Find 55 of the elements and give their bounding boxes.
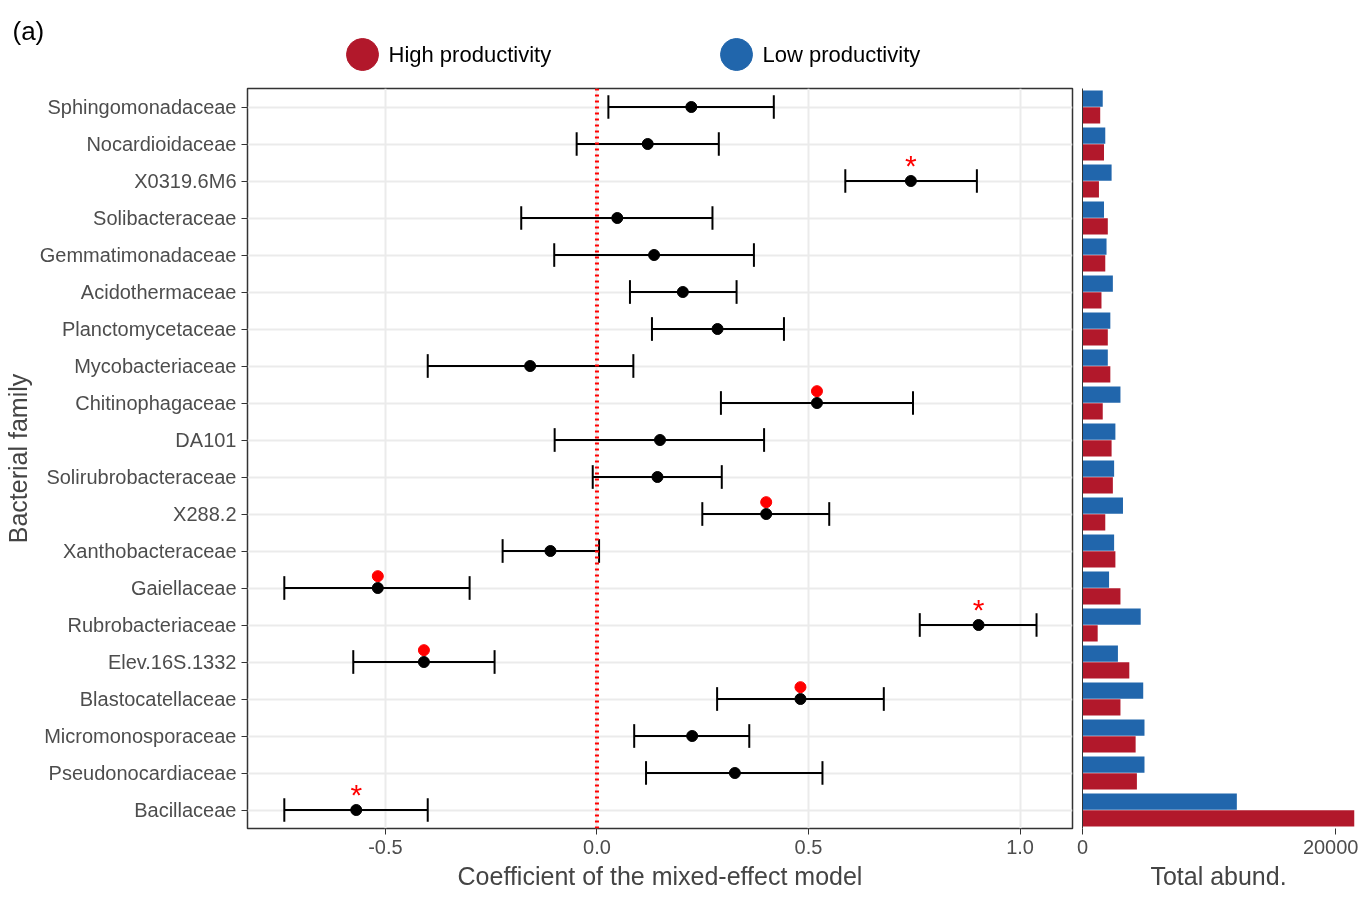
point: [760, 508, 773, 520]
point: [611, 212, 624, 224]
point: [350, 804, 363, 816]
x-tick-label: 0: [1076, 835, 1089, 858]
point: [685, 101, 698, 113]
x-tick-label: 0.0: [583, 835, 611, 858]
point: [810, 397, 823, 409]
x-tick-label: 1.0: [1006, 835, 1034, 858]
legend-label: Low productivity: [762, 42, 921, 67]
point: [651, 471, 664, 483]
point: [641, 138, 654, 150]
y-tick-label: Gaiellaceae: [130, 577, 237, 599]
annotation: *: [905, 148, 918, 182]
point: [904, 175, 917, 187]
y-tick-label: Sphingomonadaceae: [47, 96, 237, 118]
y-tick-label: Solirubrobacteraceae: [46, 466, 237, 488]
point: [686, 730, 699, 742]
point: [711, 323, 724, 335]
x-axis-title: Coefficient of the mixed-effect model: [457, 861, 863, 890]
x-axis-title: Total abund.: [1150, 861, 1287, 890]
legend-label: High productivity: [388, 42, 552, 67]
annotation: *: [350, 777, 363, 811]
point: [371, 582, 384, 594]
point: [676, 286, 689, 298]
y-tick-label: Planctomycetaceae: [61, 318, 237, 340]
y-tick-label: Bacillaceae: [134, 799, 237, 821]
y-tick-label: Blastocatellaceae: [79, 688, 237, 710]
y-tick-label: Micromonosporaceae: [44, 725, 237, 747]
x-tick-label: -0.5: [368, 835, 403, 858]
y-tick-label: Acidothermaceae: [80, 281, 237, 303]
y-tick-label: Xanthobacteraceae: [63, 540, 237, 562]
x-tick-label: 20000: [1302, 835, 1358, 858]
x-tick-label: 0.5: [794, 835, 823, 858]
point: [417, 656, 430, 668]
point: [544, 545, 557, 557]
y-tick-label: X288.2: [173, 503, 237, 525]
y-tick-label: X0319.6M6: [134, 170, 237, 192]
point: [654, 434, 666, 446]
text: (a): [12, 15, 45, 46]
annotation: *: [972, 592, 985, 626]
point: [648, 249, 661, 261]
y-tick-label: Gemmatimonadaceae: [39, 244, 237, 266]
y-tick-label: Solibacteraceae: [93, 207, 237, 229]
y-tick-label: Nocardioidaceae: [86, 133, 237, 155]
y-tick-label: Elev.16S.1332: [107, 651, 237, 673]
point: [524, 360, 537, 372]
point: [728, 767, 741, 779]
y-tick-label: Pseudonocardiaceae: [48, 762, 237, 784]
point: [972, 619, 985, 631]
y-tick-label: DA101: [175, 429, 237, 451]
y-tick-label: Mycobacteriaceae: [74, 355, 237, 377]
y-tick-label: Rubrobacteriaceae: [67, 614, 237, 636]
y-axis-title: Bacterial family: [3, 373, 32, 544]
y-tick-label: Chitinophagaceae: [75, 392, 237, 414]
point: [794, 693, 807, 705]
